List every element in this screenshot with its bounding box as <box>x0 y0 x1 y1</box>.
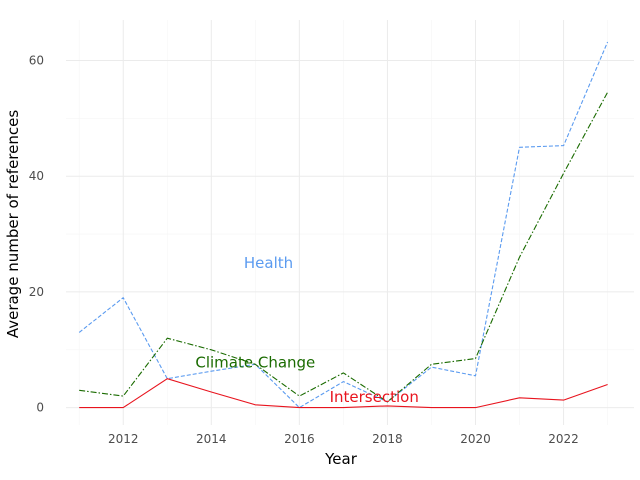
series-labels: Health Climate Change Intersection <box>195 254 418 406</box>
y-tick-label: 0 <box>36 401 44 415</box>
series-line-climate-change <box>79 92 609 403</box>
series-lines <box>78 41 609 409</box>
x-tick-label: 2020 <box>460 432 491 446</box>
series-label-health: Health <box>244 254 293 272</box>
x-tick-label: 2016 <box>284 432 315 446</box>
y-tick-label: 40 <box>29 169 44 183</box>
y-axis-ticks: 0 20 40 60 <box>29 54 44 415</box>
y-tick-label: 60 <box>29 54 44 68</box>
x-tick-label: 2012 <box>108 432 139 446</box>
series-line-health <box>78 41 609 409</box>
y-axis-title: Average number of references <box>4 110 22 339</box>
y-tick-label: 20 <box>29 285 44 299</box>
series-label-climate-change: Climate Change <box>195 354 315 372</box>
x-axis-title: Year <box>324 450 358 468</box>
series-line-intersection <box>79 378 608 409</box>
grid <box>66 20 634 425</box>
series-label-intersection: Intersection <box>330 388 419 406</box>
x-tick-label: 2014 <box>196 432 227 446</box>
x-axis-ticks: 2012 2014 2016 2018 2020 2022 <box>108 432 579 446</box>
x-tick-label: 2018 <box>372 432 403 446</box>
x-tick-label: 2022 <box>548 432 579 446</box>
